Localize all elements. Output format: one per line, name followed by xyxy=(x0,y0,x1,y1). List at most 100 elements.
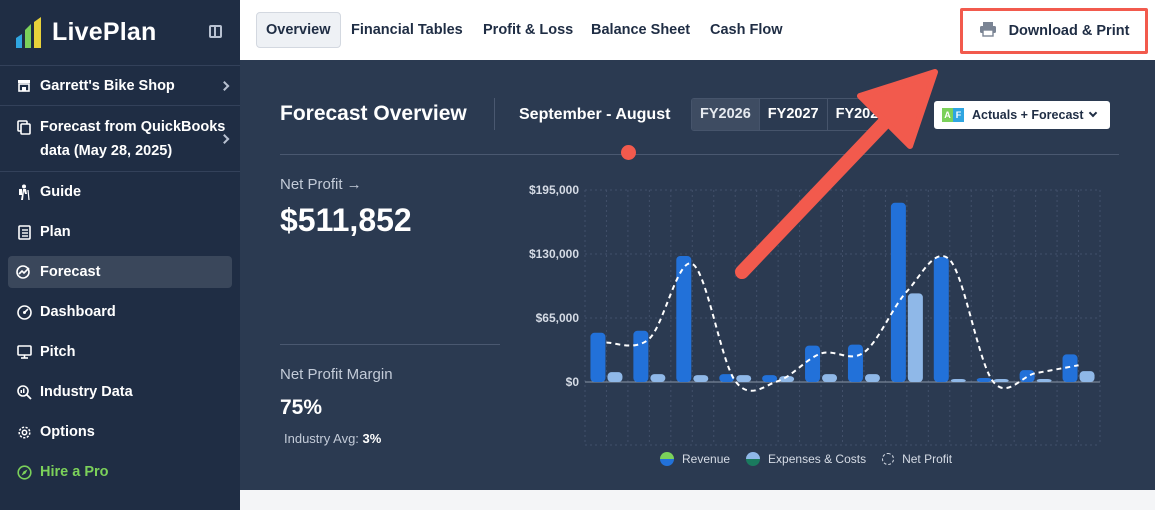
forecast-source-line2: data (May 28, 2025) xyxy=(40,142,173,159)
hiker-icon xyxy=(16,184,32,200)
title-divider xyxy=(494,98,495,130)
gear-icon xyxy=(16,424,32,440)
revenue-bar xyxy=(805,345,821,382)
download-print-button[interactable]: Download & Print xyxy=(960,8,1148,54)
forecast-source-selector[interactable]: Forecast from QuickBooks data (May 28, 2… xyxy=(0,106,240,172)
expenses-bar xyxy=(907,293,923,382)
fy-button-2026[interactable]: FY2026 xyxy=(692,99,760,130)
header-divider xyxy=(280,154,1119,155)
sidebar-collapse-icon[interactable] xyxy=(209,25,222,38)
sidebar-item-label: Options xyxy=(40,424,95,440)
view-mode-value: Actuals + Forecast xyxy=(972,108,1084,122)
expenses-bar xyxy=(1079,371,1095,382)
fiscal-year-switcher: FY2026 FY2027 FY202 xyxy=(691,98,881,131)
expenses-bar xyxy=(607,372,623,382)
y-tick-label: $0 xyxy=(566,375,580,389)
sidebar-item-label: Dashboard xyxy=(40,304,116,320)
forecast-source-line1: Forecast from QuickBooks xyxy=(40,118,226,135)
page-title: Forecast Overview xyxy=(280,102,467,125)
tab-profit-loss[interactable]: Profit & Loss xyxy=(483,22,574,38)
net-profit-line xyxy=(606,255,1079,392)
forecast-overview-panel: Forecast Overview September - August FY2… xyxy=(240,60,1155,490)
expenses-bar xyxy=(736,375,752,382)
sidebar-item-dashboard[interactable]: Dashboard xyxy=(0,292,240,332)
tab-balance-sheet[interactable]: Balance Sheet xyxy=(591,22,691,38)
expenses-bar xyxy=(779,376,795,382)
expenses-bar xyxy=(650,374,666,382)
net-profit-margin-label: Net Profit Margin xyxy=(280,366,393,383)
net-profit-label[interactable]: Net Profit → xyxy=(280,176,362,193)
expenses-bar xyxy=(993,379,1009,382)
top-tab-bar: Overview Financial Tables Profit & Loss … xyxy=(240,0,1155,60)
sidebar-item-plan[interactable]: Plan xyxy=(0,212,240,252)
expenses-bar xyxy=(864,374,880,382)
forecast-icon xyxy=(16,264,32,280)
tab-financial-tables[interactable]: Financial Tables xyxy=(351,22,463,38)
annotation-dot xyxy=(621,145,636,160)
legend-revenue-swatch xyxy=(660,452,674,466)
industry-average-label: Industry Avg: xyxy=(284,431,359,446)
business-selector[interactable]: Garrett's Bike Shop xyxy=(0,66,240,106)
store-icon xyxy=(16,78,32,94)
expenses-bar xyxy=(693,375,709,382)
revenue-bar xyxy=(933,256,949,382)
sidebar-item-label: Pitch xyxy=(40,344,76,360)
sidebar-item-label: Plan xyxy=(40,224,71,240)
legend-expenses[interactable]: Expenses & Costs xyxy=(746,452,866,466)
sidebar-item-pitch[interactable]: Pitch xyxy=(0,332,240,372)
sidebar-item-label: Guide xyxy=(40,184,82,200)
revenue-bar xyxy=(719,374,735,382)
revenue-bar xyxy=(1019,370,1035,382)
sidebar-item-industry-data[interactable]: Industry Data xyxy=(0,372,240,412)
fy-button-2027[interactable]: FY2027 xyxy=(760,99,828,130)
monitor-icon xyxy=(16,344,32,360)
legend-label: Net Profit xyxy=(902,452,953,466)
sidebar-item-forecast[interactable]: Forecast xyxy=(8,256,232,288)
fiscal-period: September - August xyxy=(519,106,671,123)
forecast-chart: $195,000 $130,000 $65,000 $0 xyxy=(529,183,1101,446)
chevron-right-icon xyxy=(219,80,230,91)
tab-overview[interactable]: Overview xyxy=(256,12,341,48)
legend-revenue[interactable]: Revenue xyxy=(660,452,730,466)
revenue-bar xyxy=(633,330,649,382)
revenue-bar xyxy=(676,255,692,382)
legend-net-profit[interactable]: Net Profit xyxy=(882,452,952,466)
sidebar: LivePlan Garrett's Bike Shop Forecast fr… xyxy=(0,0,240,510)
sidebar-item-label: Industry Data xyxy=(40,384,133,400)
sidebar-item-hire-a-pro[interactable]: Hire a Pro xyxy=(0,452,240,492)
sidebar-item-guide[interactable]: Guide xyxy=(0,172,240,212)
legend-expenses-swatch xyxy=(746,452,761,466)
logo-row: LivePlan xyxy=(0,0,240,66)
revenue-bar xyxy=(762,375,778,382)
net-profit-value: $511,852 xyxy=(280,202,412,238)
sidebar-item-label: Hire a Pro xyxy=(40,464,109,480)
copy-icon xyxy=(16,119,32,135)
sidebar-item-options[interactable]: Options xyxy=(0,412,240,452)
expenses-bar xyxy=(1036,379,1052,382)
y-tick-label: $130,000 xyxy=(529,247,579,261)
revenue-bar xyxy=(976,378,992,382)
printer-icon xyxy=(979,21,997,41)
notebook-icon xyxy=(16,224,32,240)
download-print-label: Download & Print xyxy=(1008,23,1130,39)
expenses-bar xyxy=(822,374,838,382)
liveplan-logo-icon xyxy=(14,16,44,50)
revenue-bar xyxy=(847,344,863,382)
y-tick-label: $195,000 xyxy=(529,183,579,197)
legend-net-profit-swatch xyxy=(882,453,895,465)
dashboard-icon xyxy=(16,304,32,320)
fy-button-2028[interactable]: FY202 xyxy=(835,106,879,122)
app-name: LivePlan xyxy=(52,18,157,46)
sidebar-item-label: Forecast xyxy=(40,264,101,280)
tab-cash-flow[interactable]: Cash Flow xyxy=(710,22,783,38)
revenue-bar xyxy=(1062,354,1078,382)
compass-icon xyxy=(16,464,32,480)
net-profit-margin-value: 75% xyxy=(280,396,323,419)
industry-average: Industry Avg: 3% xyxy=(284,431,381,446)
legend-label: Revenue xyxy=(682,452,731,466)
y-tick-label: $65,000 xyxy=(536,311,580,325)
chevron-down-icon xyxy=(1088,108,1098,118)
